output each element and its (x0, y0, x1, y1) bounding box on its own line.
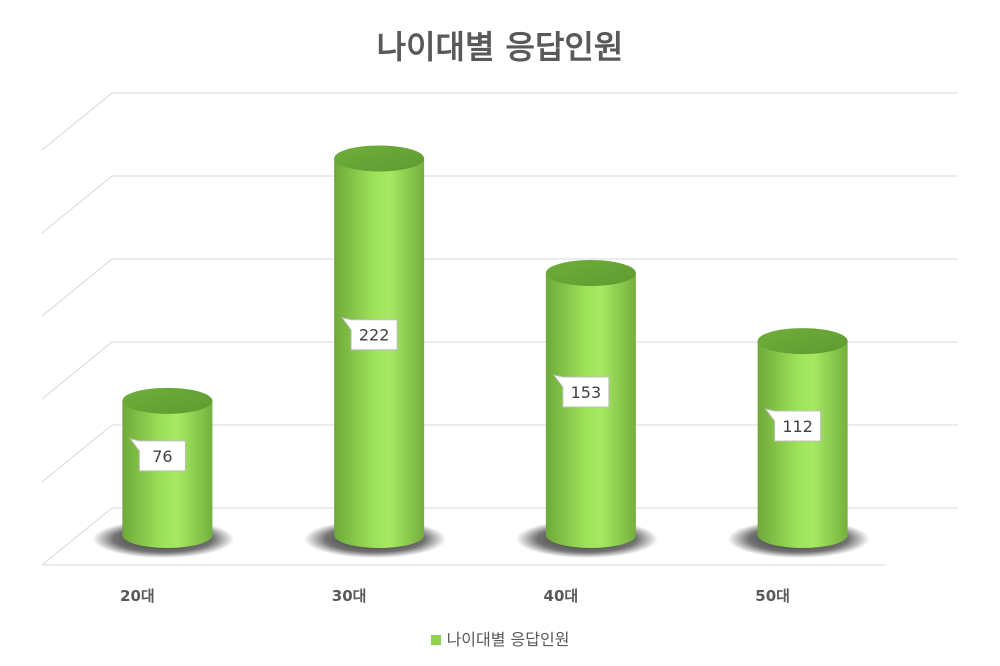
gridlines (41, 92, 958, 566)
gridline-side-100 (41, 341, 113, 400)
chart-title: 나이대별 응답인원 (376, 28, 624, 66)
bar-top (122, 387, 213, 414)
tick-label-50대: 50대 (755, 587, 790, 605)
gridline-side-0 (41, 507, 113, 566)
tick-label-40대: 40대 (544, 587, 579, 605)
data-label-box (764, 408, 822, 442)
bar-body (545, 273, 636, 548)
data-labels: 76 222 153 112 (129, 316, 822, 472)
bar-body (757, 341, 848, 548)
bar-body (122, 400, 213, 548)
data-label-value: 153 (571, 383, 602, 402)
bar-50대 (727, 328, 870, 558)
bar-30대 (304, 145, 447, 558)
bar-top (757, 328, 848, 355)
legend: 나이대별 응답인원 (0, 626, 1000, 650)
data-label-box (129, 438, 186, 472)
data-label-value: 222 (359, 326, 390, 345)
tick-label-30대: 30대 (332, 587, 367, 605)
tick-label-20대: 20대 (120, 587, 155, 605)
x-axis-tick-labels: 20대 30대 40대 50대 (120, 587, 790, 605)
data-label-40대: 153 (552, 374, 610, 408)
data-label-box (340, 316, 398, 351)
data-label-value: 76 (152, 447, 172, 466)
bar-top (334, 145, 425, 172)
data-label-value: 112 (782, 417, 813, 436)
bar-top (545, 260, 636, 287)
legend-swatch (430, 634, 441, 645)
gridline-side-250 (41, 92, 113, 151)
gridline-side-200 (41, 175, 113, 234)
data-label-20대: 76 (129, 438, 186, 472)
gridline-side-50 (41, 424, 113, 483)
data-label-30대: 222 (340, 316, 398, 351)
bars (92, 145, 870, 558)
legend-label: 나이대별 응답인원 (446, 630, 570, 649)
bar-20대 (92, 387, 235, 558)
bar-body (334, 158, 425, 549)
gridline-side-150 (41, 258, 113, 317)
data-label-box (552, 374, 610, 408)
data-label-50대: 112 (764, 408, 822, 442)
bar-40대 (515, 260, 658, 558)
